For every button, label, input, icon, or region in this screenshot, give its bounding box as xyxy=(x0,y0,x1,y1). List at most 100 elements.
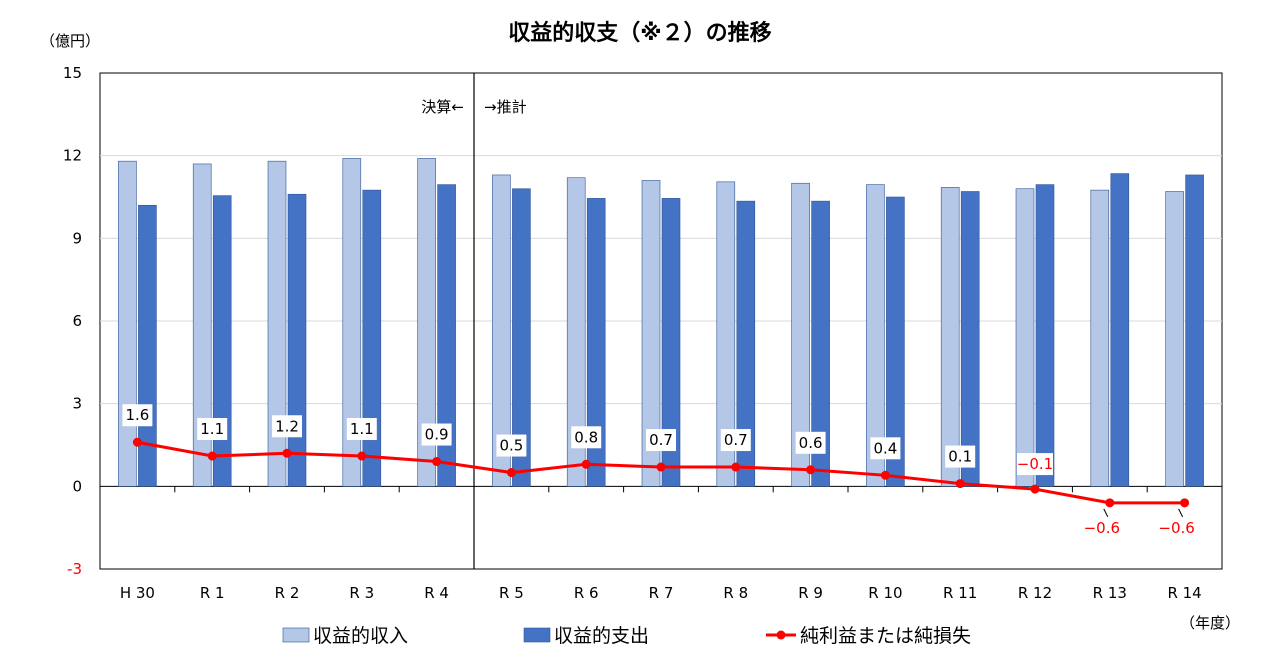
chart-title: 収益的収支（※２）の推移 xyxy=(508,20,771,46)
x-tick-label: R 12 xyxy=(1018,584,1052,602)
data-label-box xyxy=(1017,453,1053,476)
x-tick-label: R 10 xyxy=(868,584,902,602)
legend-label-expense: 収益的支出 xyxy=(554,625,649,647)
data-label-box xyxy=(795,431,826,454)
data-label: 0.7 xyxy=(724,431,748,449)
bar-income xyxy=(641,180,661,487)
data-label: 1.1 xyxy=(200,420,224,438)
data-label: 0.7 xyxy=(649,431,673,449)
data-label-leader xyxy=(1103,508,1109,518)
bar-expense xyxy=(960,191,980,487)
y-tick-label: 12 xyxy=(63,147,82,165)
bar-income xyxy=(940,187,960,487)
legend-swatch-expense xyxy=(523,627,551,643)
bar-expense xyxy=(736,200,756,487)
annotation-actual: 決算← xyxy=(421,98,464,116)
bar-expense xyxy=(811,200,830,487)
x-tick-label: R 14 xyxy=(1167,584,1201,602)
data-label: 0.5 xyxy=(499,437,523,455)
data-label-box xyxy=(346,418,377,441)
x-tick-label: R 13 xyxy=(1093,584,1127,602)
net-profit-point xyxy=(731,462,741,472)
bar-expense xyxy=(212,195,232,487)
data-label: −0.6 xyxy=(1084,519,1120,537)
data-label-box xyxy=(272,415,302,438)
y-axis-unit: （億円） xyxy=(40,32,100,50)
data-label: 0.4 xyxy=(873,439,897,457)
bar-income xyxy=(267,160,287,487)
x-tick-label: R 7 xyxy=(649,584,674,602)
x-tick-label: R 2 xyxy=(275,584,300,602)
bar-income xyxy=(192,163,212,487)
net-profit-point xyxy=(207,451,217,461)
data-label-box xyxy=(945,445,976,468)
net-profit-point xyxy=(1030,484,1040,494)
data-label: 0.9 xyxy=(425,426,449,444)
legend: 収益的収入 収益的支出 純利益または純損失 xyxy=(282,625,971,647)
bar-income xyxy=(1165,191,1184,487)
plot-area: -3 0 3 6 9 12 15 決算← →推計 H 30 R 1 R 2 R 3 R 4 R 5 R 6 R … xyxy=(63,64,1223,602)
legend-label-income: 収益的収入 xyxy=(313,625,408,647)
data-label: 0.6 xyxy=(799,434,823,452)
annotation-estimate: →推計 xyxy=(484,98,527,116)
bar-expense xyxy=(512,188,531,487)
data-label-leader xyxy=(1178,508,1184,518)
net-profit-point xyxy=(282,448,292,458)
y-tick-label: 0 xyxy=(72,477,82,495)
bar-expense xyxy=(586,198,606,487)
bar-income xyxy=(492,174,511,487)
data-label: 1.2 xyxy=(275,417,299,435)
bar-income xyxy=(118,160,137,487)
data-label: 1.1 xyxy=(350,420,374,438)
net-profit-point xyxy=(432,457,442,467)
data-label: 0.1 xyxy=(948,448,972,466)
data-label: −0.1 xyxy=(1017,455,1053,473)
x-tick-label: R 5 xyxy=(499,584,524,602)
y-tick-label: 6 xyxy=(72,312,82,330)
bar-income xyxy=(1090,189,1110,487)
bar-income xyxy=(417,158,436,487)
data-label-box xyxy=(421,423,452,446)
bar-income xyxy=(342,158,362,487)
bar-expense xyxy=(886,196,905,487)
net-profit-point xyxy=(506,468,516,478)
data-label-box xyxy=(646,429,676,452)
y-tick-label: 3 xyxy=(72,395,82,413)
data-label: 1.6 xyxy=(125,406,149,424)
bar-income xyxy=(1015,188,1035,487)
data-label-box xyxy=(496,434,527,457)
legend-marker-net xyxy=(776,630,786,640)
y-tick-label: 9 xyxy=(72,229,82,247)
y-tick-label: 15 xyxy=(63,64,82,82)
data-label: −0.6 xyxy=(1158,519,1194,537)
x-tick-label: H 30 xyxy=(120,584,155,602)
x-tick-label: R 3 xyxy=(349,584,374,602)
x-tick-label: R 1 xyxy=(200,584,225,602)
data-label: 0.8 xyxy=(574,428,598,446)
net-profit-point xyxy=(1180,498,1190,508)
net-profit-point xyxy=(132,437,142,447)
x-tick-label: R 9 xyxy=(798,584,823,602)
y-tick-label: -3 xyxy=(67,560,82,578)
bar-income xyxy=(791,182,810,487)
net-profit-point xyxy=(1105,498,1115,508)
legend-label-net: 純利益または純損失 xyxy=(800,625,971,647)
data-label-box xyxy=(197,418,228,441)
x-tick-label: R 6 xyxy=(574,584,599,602)
x-tick-label: R 4 xyxy=(424,584,449,602)
bar-expense xyxy=(1035,184,1055,487)
bar-expense xyxy=(661,198,681,487)
bar-income xyxy=(716,181,736,487)
bar-income xyxy=(566,177,586,487)
data-label-box xyxy=(571,426,602,449)
bar-expense xyxy=(437,184,456,487)
bar-expense xyxy=(1110,173,1130,487)
bar-income xyxy=(866,184,885,487)
data-label-box xyxy=(122,404,153,427)
bar-expense xyxy=(362,189,382,487)
x-tick-label: R 11 xyxy=(943,584,977,602)
net-profit-point xyxy=(581,459,591,469)
x-tick-label: R 8 xyxy=(723,584,748,602)
bar-expense xyxy=(1185,174,1204,487)
